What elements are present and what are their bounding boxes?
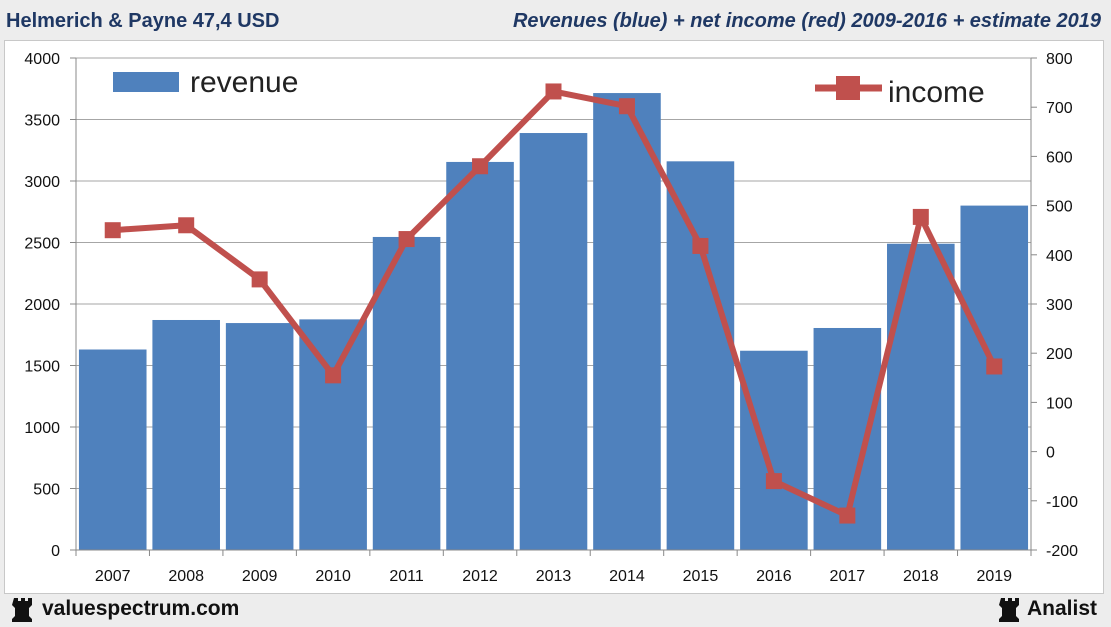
legend-income-marker: [836, 76, 860, 100]
rook-icon: [12, 598, 32, 622]
income-point: [986, 358, 1003, 375]
revenue-income-chart: 05001000150020002500300035004000-200-100…: [24, 51, 1078, 585]
y-left-tick-label: 4000: [24, 51, 60, 68]
income-line: [104, 83, 1003, 524]
y-left-tick-label: 2000: [24, 297, 60, 314]
legend: revenue income: [113, 66, 985, 109]
income-point: [765, 473, 782, 490]
y-left-tick-label: 3000: [24, 174, 60, 191]
footer-brand-left: valuespectrum.com: [42, 597, 240, 620]
y-left-tick-label: 1000: [24, 420, 60, 437]
y-right-tick-label: 0: [1046, 445, 1055, 462]
x-tick-label: 2008: [168, 568, 204, 585]
revenue-bar: [372, 236, 441, 550]
chart-subtitle: Revenues (blue) + net income (red) 2009-…: [512, 10, 1101, 32]
y-left-tick-label: 1500: [24, 359, 60, 376]
y-right-tick-label: 700: [1046, 100, 1073, 117]
y-right-tick-label: 400: [1046, 248, 1073, 265]
y-left-tick-label: 3500: [24, 113, 60, 130]
x-tick-label: 2007: [95, 568, 131, 585]
legend-revenue-swatch: [113, 72, 179, 92]
y-right-tick-label: -200: [1046, 543, 1078, 560]
y-right-tick-label: 600: [1046, 149, 1073, 166]
x-tick-label: 2009: [242, 568, 278, 585]
y-left-tick-label: 0: [51, 543, 60, 560]
footer-brand-right: Analist: [1026, 597, 1097, 620]
revenue-bar: [960, 205, 1029, 550]
x-tick-label: 2018: [903, 568, 939, 585]
y-left-tick-label: 500: [33, 482, 60, 499]
legend-income-label: income: [888, 76, 985, 109]
revenue-bar: [519, 133, 588, 550]
axes: 05001000150020002500300035004000-200-100…: [24, 51, 1078, 585]
y-right-tick-label: -100: [1046, 494, 1078, 511]
revenue-bar: [446, 161, 514, 550]
revenue-bar: [593, 93, 661, 551]
x-tick-label: 2015: [683, 568, 719, 585]
x-tick-label: 2011: [389, 568, 424, 585]
revenue-bar: [78, 349, 147, 550]
revenue-bar: [887, 243, 955, 551]
x-tick-label: 2017: [830, 568, 866, 585]
y-right-tick-label: 200: [1046, 346, 1073, 363]
x-tick-label: 2012: [462, 568, 498, 585]
revenue-bar: [152, 319, 220, 550]
footer-analist: Analist: [998, 594, 1097, 624]
income-point: [472, 158, 489, 175]
revenue-bar: [666, 161, 735, 550]
income-point: [398, 231, 415, 248]
rook-icon: [998, 598, 1019, 622]
income-point: [325, 367, 342, 384]
revenue-bar: [740, 350, 808, 550]
x-tick-label: 2016: [756, 568, 792, 585]
y-right-tick-label: 500: [1046, 199, 1073, 216]
x-tick-label: 2013: [536, 568, 572, 585]
y-right-tick-label: 300: [1046, 297, 1073, 314]
income-point: [839, 507, 856, 524]
chart-company-title: Helmerich & Payne 47,4 USD: [6, 10, 280, 32]
x-tick-label: 2019: [976, 568, 1012, 585]
footer-valuespectrum: valuespectrum.com: [12, 594, 239, 624]
income-point: [618, 98, 635, 115]
revenue-bars: [78, 93, 1029, 551]
y-right-tick-label: 100: [1046, 395, 1073, 412]
revenue-bar: [225, 323, 294, 550]
income-point: [545, 83, 562, 100]
y-right-tick-label: 800: [1046, 51, 1073, 68]
x-tick-label: 2010: [315, 568, 351, 585]
y-left-tick-label: 2500: [24, 236, 60, 253]
income-point: [251, 271, 268, 288]
legend-revenue-label: revenue: [190, 66, 298, 99]
income-point: [104, 222, 121, 239]
x-tick-label: 2014: [609, 568, 645, 585]
income-point: [178, 217, 195, 234]
income-point: [692, 237, 709, 254]
income-point: [912, 208, 929, 225]
revenue-bar: [299, 319, 367, 550]
